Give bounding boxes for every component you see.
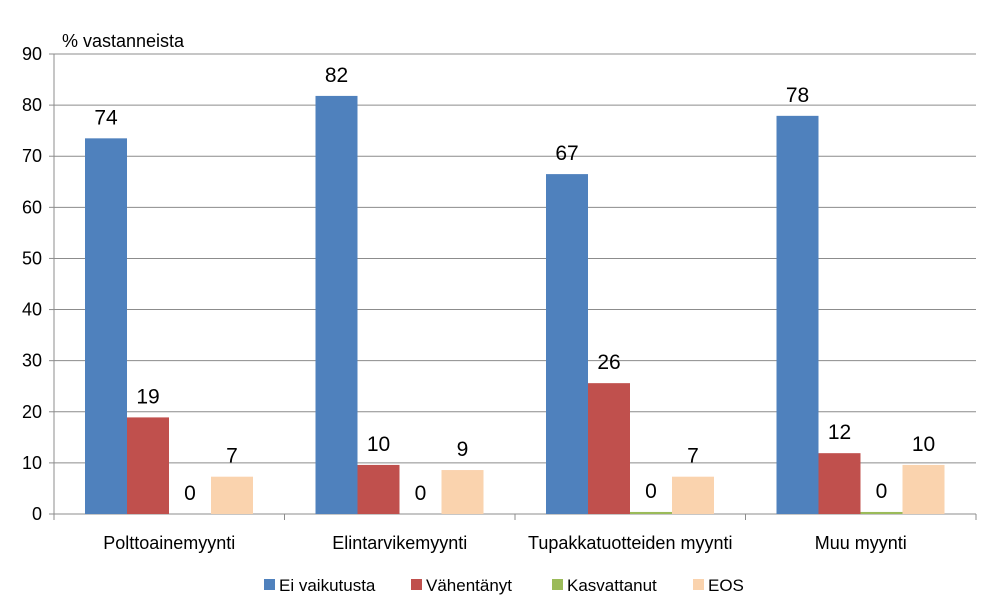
y-tick-label: 40 — [22, 300, 42, 320]
data-label: 0 — [876, 480, 888, 503]
data-label: 10 — [367, 433, 390, 456]
x-category-label: Muu myynti — [815, 533, 907, 553]
data-label: 0 — [184, 482, 196, 505]
bar-v-hent-nyt — [357, 464, 400, 514]
data-label: 7 — [226, 445, 238, 468]
data-label: 9 — [457, 438, 469, 461]
y-tick-label: 20 — [22, 402, 42, 422]
gridlines — [54, 53, 976, 464]
bar-ei-vaikutusta — [85, 138, 127, 515]
data-label: 19 — [136, 385, 159, 408]
y-tick-label: 0 — [32, 504, 42, 524]
bar-v-hent-nyt — [588, 383, 630, 514]
data-label: 78 — [786, 84, 809, 107]
legend-swatch — [693, 579, 704, 590]
x-category-label: Tupakkatuotteiden myynti — [528, 533, 732, 553]
legend-label: EOS — [708, 576, 744, 595]
legend-swatch — [552, 579, 563, 590]
bar-kasvattanut — [630, 511, 672, 514]
data-label: 10 — [912, 433, 935, 456]
bar-ei-vaikutusta — [776, 115, 819, 514]
data-label: 67 — [555, 142, 578, 165]
bar-eos — [211, 476, 253, 514]
x-category-label: Polttoainemyynti — [103, 533, 235, 553]
y-tick-label: 60 — [22, 197, 42, 217]
legend-swatch — [411, 579, 422, 590]
legend-label: Ei vaikutusta — [279, 576, 376, 595]
data-label: 74 — [94, 106, 118, 129]
data-label: 82 — [325, 64, 348, 87]
data-label: 12 — [828, 421, 851, 444]
bar-ei-vaikutusta — [315, 95, 358, 515]
y-tick-label: 80 — [22, 95, 42, 115]
legend-swatch — [264, 579, 275, 590]
y-tick-label: 10 — [22, 453, 42, 473]
legend-label: Kasvattanut — [567, 576, 657, 595]
y-axis: 0 10 20 30 40 50 60 70 80 90 — [22, 44, 55, 524]
bar-v-hent-nyt — [818, 453, 861, 514]
y-tick-label: 70 — [22, 146, 42, 166]
data-label: 26 — [597, 351, 620, 374]
data-label: 0 — [415, 482, 427, 505]
bar-ei-vaikutusta — [546, 174, 588, 514]
y-tick-label: 50 — [22, 248, 42, 268]
x-category-label: Elintarvikemyynti — [332, 533, 467, 553]
bar-v-hent-nyt — [127, 417, 169, 514]
x-axis: Polttoainemyynti Elintarvikemyynti Tupakka… — [53, 513, 977, 553]
bar-eos — [902, 464, 945, 514]
legend: Ei vaikutusta Vähentänyt Kasvattanut EOS — [264, 576, 744, 595]
data-labels: 74 82 67 78 19 10 26 12 0 0 0 0 7 9 7 10 — [94, 64, 935, 505]
y-axis-label: % vastanneista — [62, 31, 185, 51]
data-label: 7 — [687, 445, 699, 468]
legend-label: Vähentänyt — [426, 576, 512, 595]
bars — [85, 95, 945, 515]
data-label: 0 — [645, 480, 657, 503]
y-tick-label: 30 — [22, 351, 42, 371]
bar-eos — [441, 470, 484, 514]
bar-eos — [672, 476, 714, 514]
bar-kasvattanut — [860, 511, 903, 514]
y-tick-label: 90 — [22, 44, 42, 64]
